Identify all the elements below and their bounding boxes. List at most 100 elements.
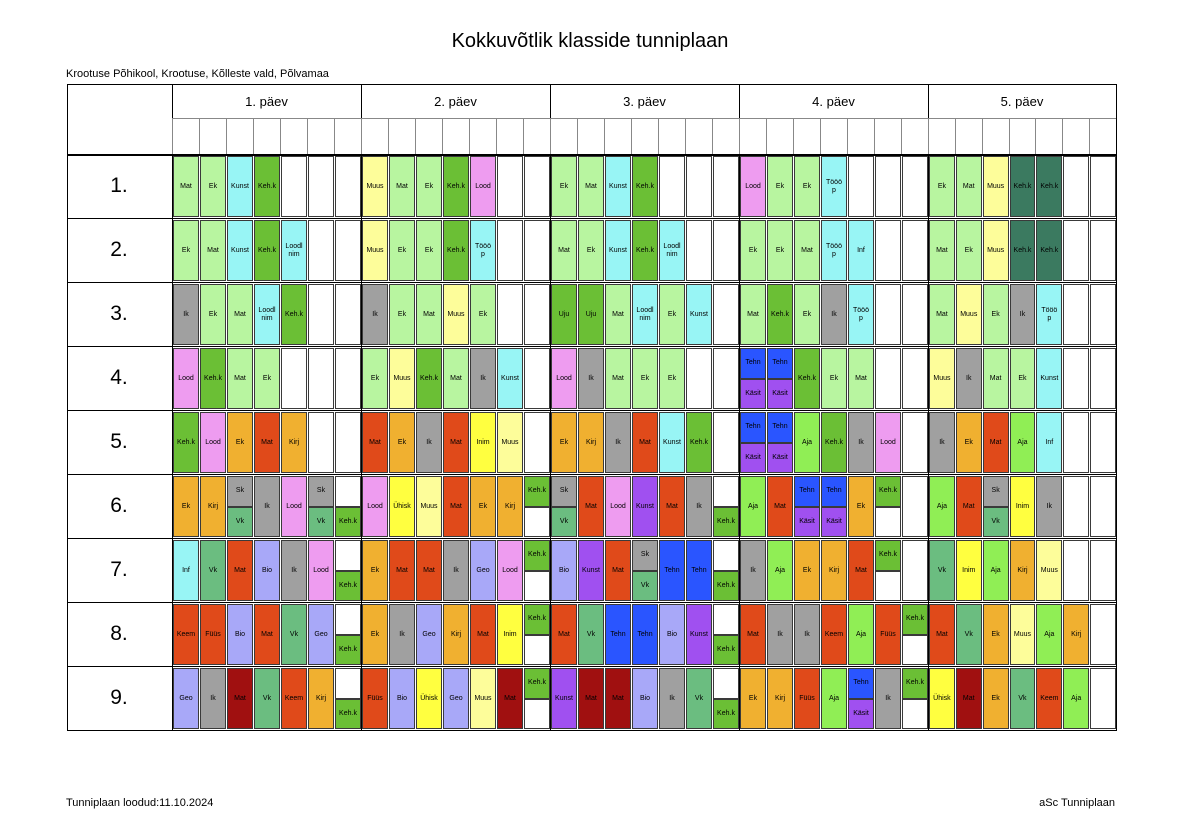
empty-slot	[1090, 604, 1116, 665]
lesson-cell: Ik	[875, 668, 901, 729]
grid-line	[820, 118, 821, 154]
lesson-cell: Mat	[470, 604, 496, 665]
lesson-cell: Keh.k	[821, 412, 847, 473]
lesson-cell: Ek	[740, 220, 766, 281]
lesson-cell: Ik	[173, 284, 199, 345]
lesson-cell: Kunst	[578, 540, 604, 601]
row-label: 9.	[110, 686, 128, 709]
lesson-cell: Mat	[578, 156, 604, 217]
lesson-cell: Aja	[767, 540, 793, 601]
lesson-cell: Ek	[227, 412, 253, 473]
lesson-cell: Vk	[308, 506, 334, 537]
lesson-cell: Muus	[955, 284, 982, 345]
empty-slot	[1090, 540, 1116, 601]
lesson-cell: Kunst	[227, 156, 253, 217]
lesson-cell: Ek	[794, 540, 820, 601]
row-label: 1.	[110, 174, 128, 197]
lesson-cell: Ek	[1009, 348, 1036, 409]
lesson-cell: Mat	[254, 412, 280, 473]
lesson-cell: Tehn	[605, 604, 631, 665]
lesson-cell: Tööö p	[821, 220, 847, 281]
lesson-cell: Kunst	[497, 348, 523, 409]
lesson-cell: Mat	[740, 284, 766, 345]
lesson-cell: Ik	[443, 540, 469, 601]
lesson-cell: Tehn	[740, 348, 766, 379]
empty-slot	[335, 668, 361, 699]
lesson-cell: Tehn	[659, 540, 685, 601]
lesson-cell: Vk	[929, 540, 955, 601]
grid-line	[793, 118, 794, 154]
lesson-cell: Mat	[982, 348, 1009, 409]
grid-line	[361, 118, 362, 154]
lesson-cell: Tehn	[821, 476, 847, 507]
empty-slot	[902, 476, 928, 537]
lesson-cell: Mat	[227, 540, 253, 601]
lesson-cell: Kunst	[227, 220, 253, 281]
lesson-cell: Tehn	[767, 412, 793, 443]
grid-line	[954, 118, 956, 154]
lesson-cell: Tehn	[632, 604, 658, 665]
lesson-cell: Muus	[362, 156, 388, 217]
row-label: 2.	[110, 238, 128, 261]
lesson-cell: Käsit	[767, 378, 793, 409]
lesson-cell: Mat	[982, 412, 1009, 473]
lesson-cell: Mat	[254, 604, 280, 665]
grid-line	[442, 118, 443, 154]
grid-line	[67, 474, 1116, 475]
grid-line	[226, 118, 227, 154]
empty-slot	[1063, 412, 1090, 473]
empty-slot	[875, 156, 901, 217]
lesson-cell: Aja	[929, 476, 955, 537]
lesson-cell: Ühisk	[929, 668, 955, 729]
lesson-cell: Loodl nim	[659, 220, 685, 281]
empty-slot	[875, 348, 901, 409]
lesson-cell: Ek	[794, 156, 820, 217]
lesson-cell: Keh.k	[632, 156, 658, 217]
lesson-cell: Aja	[821, 668, 847, 729]
lesson-cell: Käsit	[848, 698, 874, 729]
lesson-cell: Sk	[982, 476, 1009, 507]
empty-slot	[281, 348, 307, 409]
lesson-cell: Lood	[200, 412, 226, 473]
lesson-cell: Muus	[362, 220, 388, 281]
empty-slot	[335, 284, 361, 345]
lesson-cell: Füüs	[875, 604, 901, 665]
lesson-cell: Mat	[955, 476, 982, 537]
empty-slot	[902, 540, 928, 601]
lesson-cell: Ik	[740, 540, 766, 601]
lesson-cell: Füüs	[794, 668, 820, 729]
lesson-cell: Mat	[443, 476, 469, 537]
lesson-cell: Lood	[470, 156, 496, 217]
lesson-cell: Bio	[659, 604, 685, 665]
grid-line	[67, 666, 1116, 667]
grid-line	[199, 118, 200, 154]
lesson-cell: Mat	[767, 476, 793, 537]
lesson-cell: Keem	[173, 604, 199, 665]
grid-line	[1089, 118, 1091, 154]
lesson-cell: Inf	[848, 220, 874, 281]
lesson-cell: Ik	[955, 348, 982, 409]
lesson-cell: Ek	[821, 348, 847, 409]
lesson-cell: Mat	[200, 220, 226, 281]
lesson-cell: Keh.k	[524, 540, 550, 571]
empty-slot	[1063, 284, 1090, 345]
lesson-cell: Muus	[443, 284, 469, 345]
empty-slot	[1090, 348, 1116, 409]
page-title: Kokkuvõtlik klasside tunniplaan	[451, 30, 729, 52]
lesson-cell: Ek	[551, 156, 577, 217]
lesson-cell: Ek	[416, 156, 442, 217]
lesson-cell: Lood	[308, 540, 334, 601]
lesson-cell: Tööö p	[470, 220, 496, 281]
lesson-cell: Ek	[982, 284, 1009, 345]
lesson-cell: Kirj	[281, 412, 307, 473]
lesson-cell: Vk	[551, 506, 577, 537]
empty-slot	[1090, 220, 1116, 281]
lesson-cell: Füüs	[362, 668, 388, 729]
lesson-cell: Ik	[1009, 284, 1036, 345]
grid-line	[415, 118, 416, 154]
grid-line	[847, 118, 848, 154]
empty-slot	[713, 412, 739, 473]
empty-slot	[524, 698, 550, 729]
lesson-cell: Ek	[389, 220, 415, 281]
